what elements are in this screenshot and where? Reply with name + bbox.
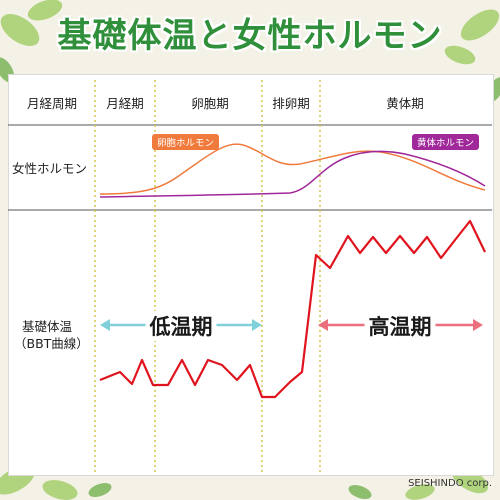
credit-text: SEISHINDO corp.: [408, 478, 492, 489]
progesterone-label: 黄体ホルモン: [412, 134, 480, 150]
low-temp-phase-label: 低温期: [145, 311, 217, 341]
high-temp-phase-label: 高温期: [364, 311, 436, 341]
progesterone-curve: [99, 150, 486, 198]
phase-menstrual: 月経期: [106, 96, 144, 111]
hormone-row-label: 女性ホルモン: [12, 161, 88, 176]
phase-follicular: 卵胞期: [191, 96, 229, 111]
cycle-label: 月経周期: [26, 96, 78, 111]
bbt-row-label: 基礎体温: [22, 319, 73, 334]
phase-ovulation: 排卵期: [272, 96, 310, 111]
estrogen-label: 卵胞ホルモン: [152, 134, 220, 150]
estrogen-curve: [99, 143, 486, 195]
phase-luteal: 黄体期: [386, 96, 424, 111]
bbt-row-sublabel: （BBT曲線）: [14, 336, 89, 351]
bbt-curve: [99, 219, 486, 399]
page-title: 基礎体温と女性ホルモン: [57, 16, 443, 56]
